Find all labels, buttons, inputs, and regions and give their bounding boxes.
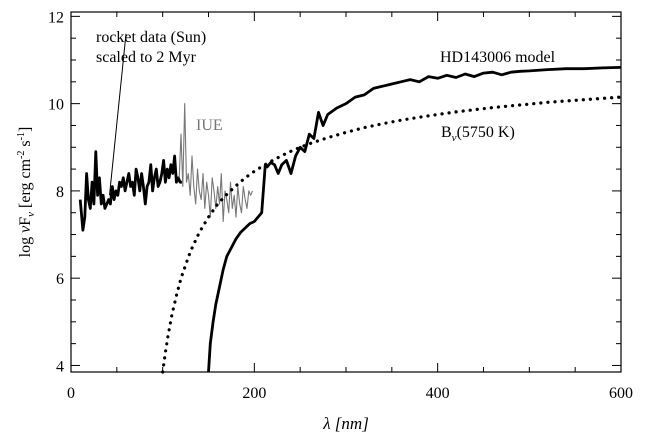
iue-annotation: IUE <box>196 117 223 134</box>
series-rocket-data-sun-scaled-to-2-myr <box>78 150 182 232</box>
x-axis-label: λ [nm] <box>322 414 369 433</box>
series-hd143006-model <box>207 66 622 373</box>
y-tick-label: 8 <box>56 184 64 201</box>
x-tick-label: 0 <box>67 385 75 402</box>
x-tick-label: 600 <box>609 385 633 402</box>
y-tick-label: 10 <box>48 97 64 114</box>
y-tick-label: 12 <box>48 9 64 26</box>
y-axis-label: log νFν [erg cm-2 s-1] <box>16 127 37 258</box>
rocket-annotation-leader <box>109 33 127 196</box>
series-b-5750-k <box>161 95 623 374</box>
blackbody-annotation: Bν(5750 K) <box>441 124 515 144</box>
axis-ticks: 0 200 400 600 4 6 8 10 12 <box>48 9 633 402</box>
y-tick-label: 6 <box>56 271 64 288</box>
plot-frame <box>70 11 622 373</box>
x-tick-label: 400 <box>426 385 450 402</box>
series-group <box>78 66 623 374</box>
rocket-annotation-line1: rocket data (Sun) <box>96 29 206 46</box>
x-tick-label: 200 <box>242 385 266 402</box>
y-tick-label: 4 <box>56 358 64 375</box>
series-iue <box>178 103 254 223</box>
model-annotation: HD143006 model <box>440 49 556 66</box>
rocket-annotation-line2: scaled to 2 Myr <box>96 49 197 66</box>
